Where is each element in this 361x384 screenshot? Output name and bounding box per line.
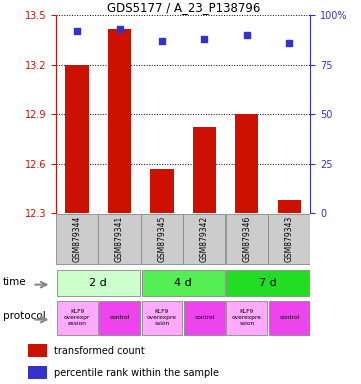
- FancyBboxPatch shape: [226, 301, 267, 335]
- FancyBboxPatch shape: [183, 214, 226, 265]
- FancyBboxPatch shape: [142, 270, 225, 296]
- FancyBboxPatch shape: [226, 270, 310, 296]
- Text: GSM879344: GSM879344: [73, 216, 82, 262]
- Text: 4 d: 4 d: [174, 278, 192, 288]
- Text: GSM879342: GSM879342: [200, 216, 209, 262]
- Point: [244, 32, 250, 38]
- Text: time: time: [3, 277, 26, 287]
- Text: 7 d: 7 d: [259, 278, 277, 288]
- Title: GDS5177 / A_23_P138796: GDS5177 / A_23_P138796: [106, 1, 260, 14]
- Text: 2 d: 2 d: [90, 278, 107, 288]
- FancyBboxPatch shape: [142, 301, 182, 335]
- Text: control: control: [194, 315, 214, 320]
- Point: [286, 40, 292, 46]
- Text: KLF9
overexpre
ssion: KLF9 overexpre ssion: [147, 310, 177, 326]
- Text: percentile rank within the sample: percentile rank within the sample: [54, 368, 219, 378]
- Text: GSM879346: GSM879346: [242, 216, 251, 262]
- Bar: [235, 114, 258, 213]
- FancyBboxPatch shape: [99, 301, 140, 335]
- Bar: [28, 366, 47, 379]
- Point: [74, 28, 80, 34]
- Point: [159, 38, 165, 44]
- Text: GSM879345: GSM879345: [157, 216, 166, 262]
- Text: control: control: [109, 315, 130, 320]
- Bar: [28, 344, 47, 357]
- Bar: [150, 169, 174, 213]
- FancyBboxPatch shape: [57, 301, 97, 335]
- Bar: [65, 65, 89, 213]
- FancyBboxPatch shape: [57, 270, 140, 296]
- Bar: [193, 127, 216, 213]
- Text: transformed count: transformed count: [54, 346, 145, 356]
- Text: control: control: [279, 315, 299, 320]
- Text: KLF9
overexpr
ession: KLF9 overexpr ession: [64, 310, 90, 326]
- Text: KLF9
overexpre
ssion: KLF9 overexpre ssion: [232, 310, 262, 326]
- Text: protocol: protocol: [3, 311, 45, 321]
- Point: [201, 36, 207, 42]
- FancyBboxPatch shape: [141, 214, 183, 265]
- Text: GSM879343: GSM879343: [285, 216, 294, 262]
- FancyBboxPatch shape: [99, 214, 141, 265]
- FancyBboxPatch shape: [184, 301, 225, 335]
- FancyBboxPatch shape: [56, 214, 98, 265]
- FancyBboxPatch shape: [226, 214, 268, 265]
- FancyBboxPatch shape: [269, 301, 310, 335]
- FancyBboxPatch shape: [268, 214, 310, 265]
- Bar: [108, 28, 131, 213]
- Bar: [278, 200, 301, 213]
- Text: GSM879341: GSM879341: [115, 216, 124, 262]
- Point: [117, 26, 122, 32]
